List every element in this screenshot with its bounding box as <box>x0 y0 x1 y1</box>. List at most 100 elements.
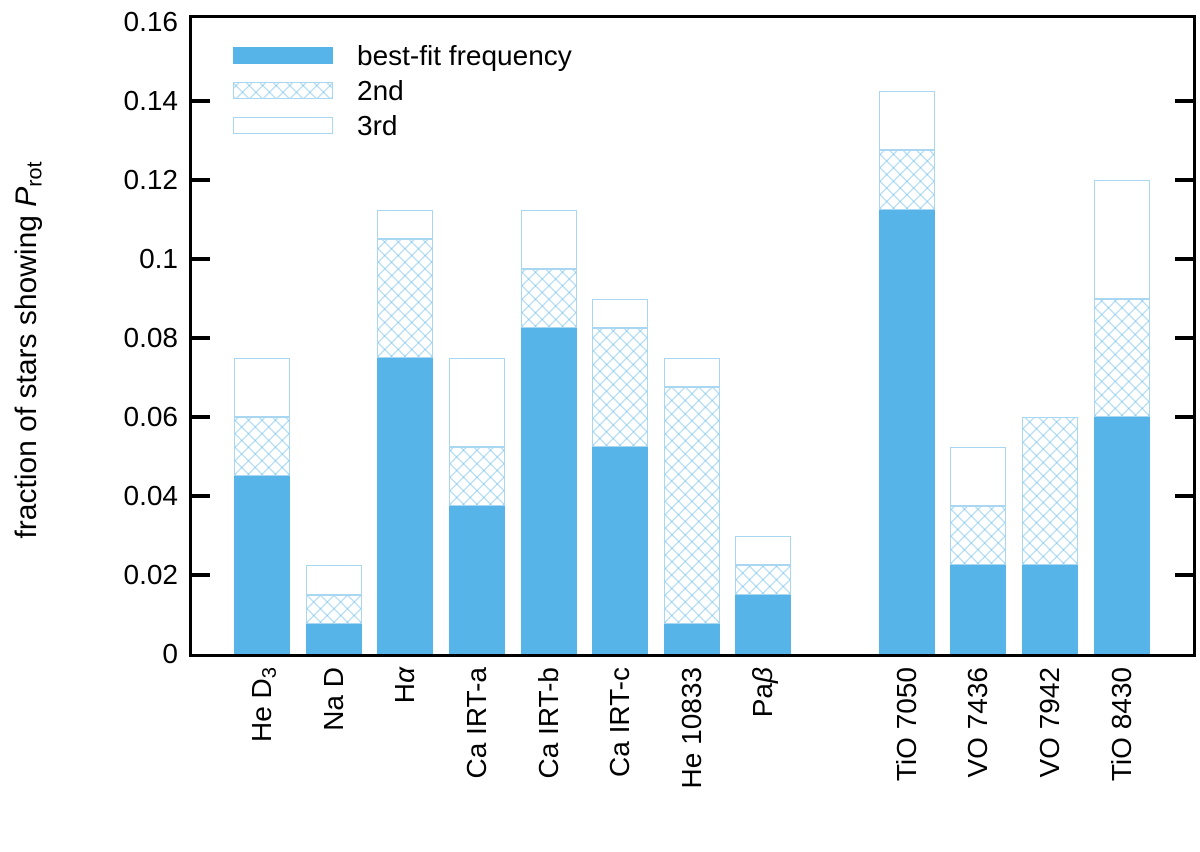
bar-segment-3rd <box>663 357 720 388</box>
bar-segment-2nd <box>1093 298 1150 417</box>
bar-segment-3rd <box>377 209 434 240</box>
bar-segment-3rd <box>305 565 362 595</box>
rotation-fraction-stacked-bar-chart: fraction of stars showing Prot 0 0.02 0.04… <box>4 6 1196 788</box>
x-tick-label: Na D <box>316 667 352 852</box>
bar-segment-3rd <box>950 446 1007 506</box>
right-axis-tick <box>1175 178 1193 182</box>
bar-segment-3rd <box>878 91 935 151</box>
label-text: α <box>389 667 421 683</box>
x-tick-label: Ca IRT-a <box>459 667 495 852</box>
bar-segment-2nd <box>592 328 649 447</box>
label-text: VO 7942 <box>1034 667 1066 778</box>
right-axis-tick <box>1175 573 1193 577</box>
bar-segment-best-fit-frequency <box>592 446 649 654</box>
legend-item-2nd: 2nd <box>233 73 572 108</box>
bar-segment-3rd <box>520 209 577 269</box>
bar-segment-2nd <box>950 505 1007 566</box>
left-axis-tick <box>192 178 210 182</box>
bar-segment-2nd <box>878 150 935 210</box>
bar-segment-best-fit-frequency <box>448 505 505 654</box>
label-text: TiO 7050 <box>890 667 922 782</box>
bar-segment-2nd <box>234 417 290 477</box>
bar-segment-best-fit-frequency <box>234 476 290 654</box>
label-text: P <box>10 186 43 207</box>
bar-segment-3rd <box>234 357 290 417</box>
legend-swatch-open-icon <box>233 117 333 134</box>
left-axis-tick <box>192 257 210 261</box>
left-axis-tick <box>192 415 210 419</box>
left-axis-tick <box>192 336 210 340</box>
label-text: VO 7436 <box>962 667 994 778</box>
x-tick-label: TiO 8430 <box>1104 667 1140 852</box>
label-text: He 10833 <box>675 667 707 789</box>
label-text: Pa <box>747 683 779 718</box>
bar-segment-best-fit-frequency <box>735 594 792 654</box>
legend-swatch-crosshatch-icon <box>233 82 333 99</box>
label-text: rot <box>21 161 47 187</box>
label-text: β <box>747 667 779 683</box>
bar-segment-best-fit-frequency <box>878 209 935 654</box>
label-text: TiO 8430 <box>1105 667 1137 782</box>
bar-segment-best-fit-frequency <box>377 357 434 654</box>
bar-segment-3rd <box>592 298 649 329</box>
bar-segment-3rd <box>448 357 505 447</box>
bar-segment-3rd <box>735 535 792 566</box>
left-axis-tick <box>192 494 210 498</box>
x-tick-label: TiO 7050 <box>889 667 925 852</box>
bar-segment-3rd <box>1093 180 1150 299</box>
bar-segment-best-fit-frequency <box>305 624 362 654</box>
x-tick-label: VO 7436 <box>960 667 996 852</box>
bar-segment-best-fit-frequency <box>1022 565 1079 654</box>
left-axis-tick <box>192 99 210 103</box>
left-axis-tick <box>192 573 210 577</box>
x-tick-label: He 10833 <box>674 667 710 852</box>
bar-segment-2nd <box>377 239 434 358</box>
x-tick-label: Paβ <box>745 667 781 852</box>
bar-segment-2nd <box>448 446 505 506</box>
legend-item-3rd: 3rd <box>233 108 572 143</box>
legend-swatch-solid-icon <box>233 47 333 64</box>
y-tick-label: 0 <box>162 638 178 669</box>
label-text: Ca IRT-c <box>604 667 636 777</box>
plot-frame <box>189 15 1196 657</box>
right-axis-tick <box>1175 415 1193 419</box>
x-tick-label: He D3 <box>244 667 282 852</box>
right-axis-tick <box>1175 494 1193 498</box>
label-text: Na D <box>317 667 349 731</box>
legend-label: 3rd <box>357 110 398 141</box>
right-axis-tick <box>1175 99 1193 103</box>
label-text: Ca IRT-a <box>460 667 492 779</box>
label-text: Ca IRT-b <box>532 667 564 779</box>
y-tick-label: 0.16 <box>123 6 179 37</box>
y-tick-label: 0.12 <box>123 164 179 195</box>
x-tick-label: Ca IRT-b <box>531 667 567 852</box>
x-tick-label: VO 7942 <box>1032 667 1068 852</box>
bar-segment-2nd <box>305 594 362 625</box>
y-tick-label: 0.04 <box>123 480 179 511</box>
bar-segment-best-fit-frequency <box>950 565 1007 654</box>
y-tick-label: 0.14 <box>123 85 179 116</box>
legend-label: best-fit frequency <box>357 40 572 71</box>
bar-segment-best-fit-frequency <box>520 328 577 654</box>
plot-area <box>192 18 1193 654</box>
bar-segment-2nd <box>1022 417 1079 566</box>
right-axis-tick <box>1175 336 1193 340</box>
label-text: H <box>389 682 421 704</box>
right-axis-tick <box>1175 257 1193 261</box>
y-tick-label: 0.08 <box>123 322 179 353</box>
x-tick-label: Ca IRT-c <box>602 667 638 852</box>
bar-segment-best-fit-frequency <box>663 624 720 654</box>
bar-segment-2nd <box>520 268 577 329</box>
bar-segment-2nd <box>663 387 720 625</box>
legend-label: 2nd <box>357 75 404 106</box>
x-tick-label: Hα <box>387 667 423 852</box>
label-text: 3 <box>259 667 282 679</box>
legend-item-best-fit: best-fit frequency <box>233 38 572 73</box>
y-tick-label: 0.1 <box>139 243 178 274</box>
y-axis-title: fraction of stars showing Prot <box>4 88 50 612</box>
bar-segment-best-fit-frequency <box>1093 417 1150 654</box>
y-tick-label: 0.02 <box>123 559 179 590</box>
label-text: He D <box>246 678 277 743</box>
legend: best-fit frequency 2nd 3rd <box>233 38 572 143</box>
y-tick-label: 0.06 <box>123 401 179 432</box>
